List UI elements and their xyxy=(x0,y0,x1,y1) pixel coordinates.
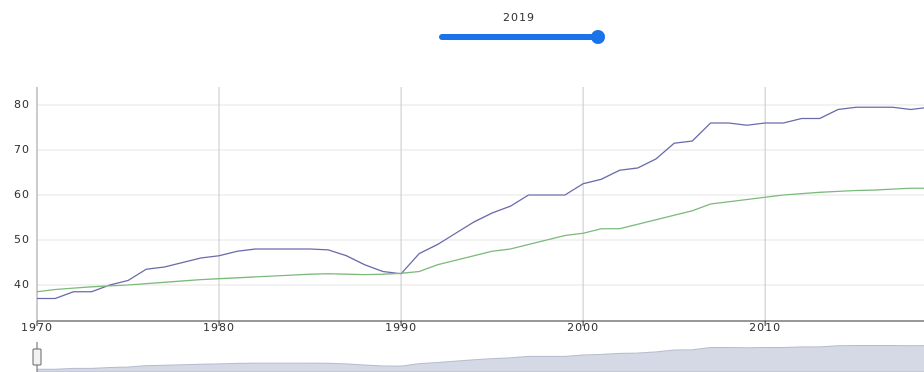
x-tick-label: 1980 xyxy=(203,321,235,334)
plot: 40 50 60 70 80 1970 1980 1990 2000 2010 xyxy=(14,87,924,372)
y-tick-label: 60 xyxy=(14,188,30,201)
y-tick-label: 40 xyxy=(14,278,30,291)
x-tick-label: 2000 xyxy=(567,321,599,334)
navigator-handle[interactable] xyxy=(32,348,42,366)
x-tick-label: 1970 xyxy=(21,321,53,334)
x-tick-label: 2010 xyxy=(749,321,781,334)
x-tick-label: 1990 xyxy=(385,321,417,334)
y-tick-label: 70 xyxy=(14,143,30,156)
series-line xyxy=(37,106,924,300)
series-line xyxy=(36,187,924,293)
slider-handle[interactable] xyxy=(591,30,605,44)
slider-value: 2019 xyxy=(503,11,535,24)
y-tick-label: 80 xyxy=(14,98,30,111)
navigator-area xyxy=(36,345,924,372)
y-tick-label: 50 xyxy=(14,233,30,246)
